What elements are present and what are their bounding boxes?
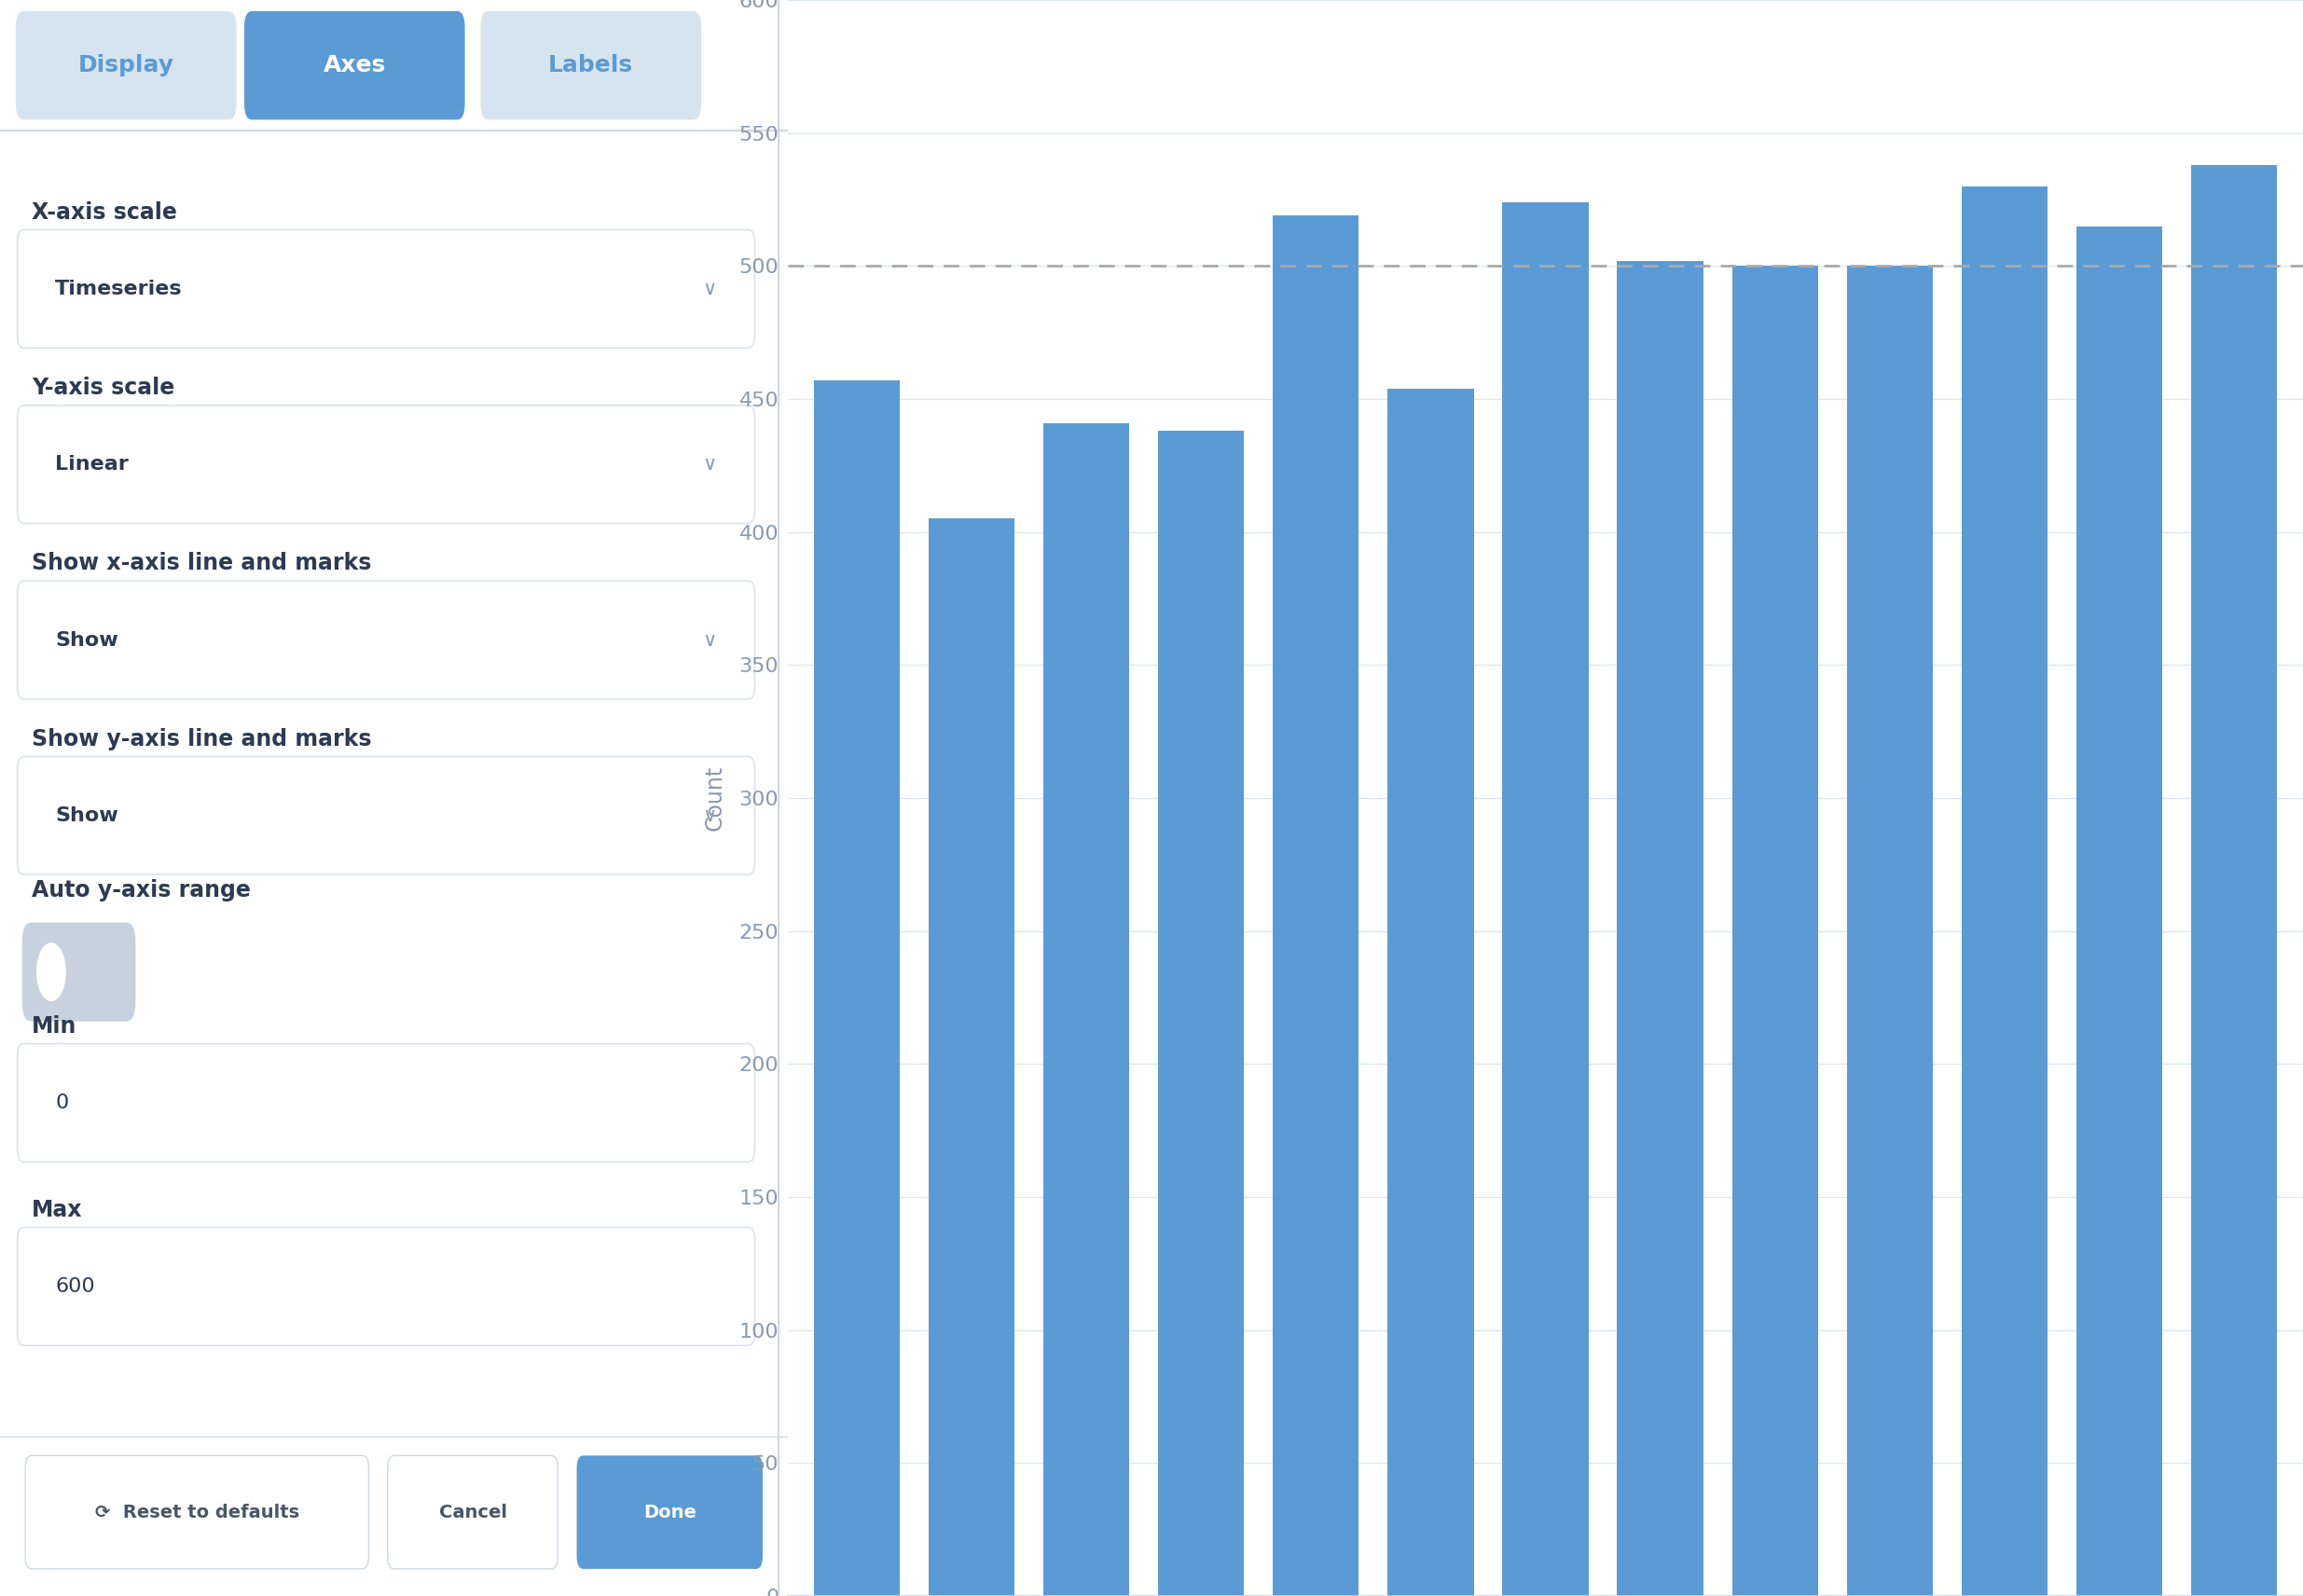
Text: 600: 600	[55, 1277, 94, 1296]
FancyBboxPatch shape	[23, 922, 136, 1021]
FancyBboxPatch shape	[18, 230, 755, 348]
FancyBboxPatch shape	[576, 1456, 762, 1569]
FancyBboxPatch shape	[244, 11, 465, 120]
Text: Y-axis scale: Y-axis scale	[32, 377, 175, 399]
FancyBboxPatch shape	[16, 11, 237, 120]
Bar	[1043, 423, 1128, 1596]
FancyBboxPatch shape	[18, 1227, 755, 1345]
FancyBboxPatch shape	[18, 757, 755, 875]
Bar	[1389, 388, 1474, 1596]
Text: Auto y-axis range: Auto y-axis range	[32, 879, 251, 902]
Text: Cancel: Cancel	[438, 1503, 507, 1521]
FancyBboxPatch shape	[18, 405, 755, 523]
Bar	[1274, 215, 1359, 1596]
Text: ∨: ∨	[702, 630, 716, 650]
Text: ∨: ∨	[702, 455, 716, 474]
Bar	[2190, 164, 2278, 1596]
Bar	[1732, 267, 1817, 1596]
Bar	[813, 380, 900, 1596]
Bar	[1847, 267, 1932, 1596]
Bar	[2077, 227, 2163, 1596]
Text: ∨: ∨	[702, 279, 716, 298]
Text: Show: Show	[55, 630, 117, 650]
Text: ∨: ∨	[702, 806, 716, 825]
Y-axis label: Count: Count	[705, 764, 725, 832]
Text: Axes: Axes	[322, 54, 387, 77]
FancyBboxPatch shape	[18, 1044, 755, 1162]
FancyBboxPatch shape	[481, 11, 700, 120]
Text: Max: Max	[32, 1199, 83, 1221]
Bar	[1158, 431, 1244, 1596]
Text: Labels: Labels	[548, 54, 633, 77]
Bar	[928, 519, 1016, 1596]
Bar	[1617, 260, 1704, 1596]
Circle shape	[37, 943, 64, 1001]
Text: Done: Done	[643, 1503, 696, 1521]
Text: Show y-axis line and marks: Show y-axis line and marks	[32, 728, 371, 750]
Text: ⟳  Reset to defaults: ⟳ Reset to defaults	[94, 1503, 299, 1521]
Text: Timeseries: Timeseries	[55, 279, 182, 298]
FancyBboxPatch shape	[18, 581, 755, 699]
Text: Show x-axis line and marks: Show x-axis line and marks	[32, 552, 371, 575]
Bar	[1502, 203, 1589, 1596]
Text: Linear: Linear	[55, 455, 129, 474]
Text: Show: Show	[55, 806, 117, 825]
Text: 0: 0	[55, 1093, 69, 1112]
Bar	[1962, 187, 2047, 1596]
Text: Display: Display	[78, 54, 175, 77]
Text: X-axis scale: X-axis scale	[32, 201, 177, 223]
Text: Min: Min	[32, 1015, 76, 1037]
FancyBboxPatch shape	[387, 1456, 557, 1569]
FancyBboxPatch shape	[25, 1456, 368, 1569]
